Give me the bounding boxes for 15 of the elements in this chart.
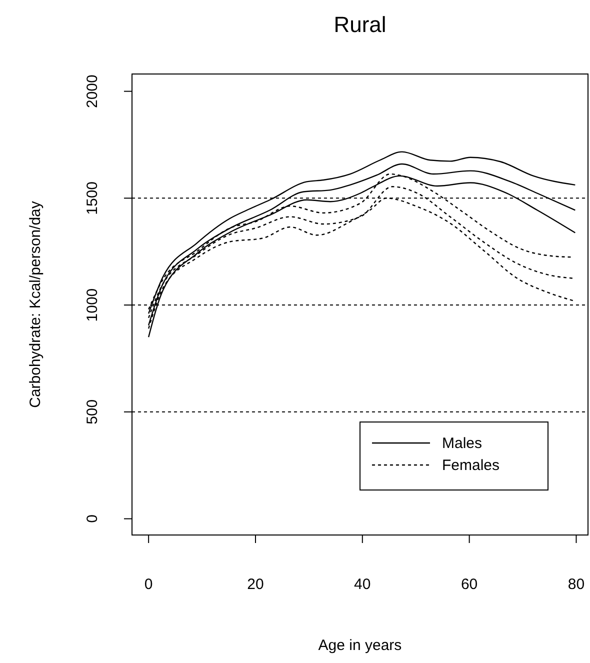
- y-tick-label: 1500: [84, 181, 101, 215]
- x-axis-title: Age in years: [318, 637, 402, 654]
- y-axis-title: Carbohydrate: Kcal/person/day: [27, 200, 44, 408]
- chart-title: Rural: [334, 12, 386, 37]
- x-tick-label: 80: [568, 576, 585, 593]
- legend-label: Females: [442, 457, 500, 474]
- legend-label: Males: [442, 435, 482, 452]
- y-tick-label: 1000: [84, 288, 101, 322]
- y-tick-label: 2000: [84, 74, 101, 108]
- x-tick-label: 60: [460, 576, 478, 593]
- y-tick-label: 500: [84, 399, 101, 424]
- x-tick-label: 40: [354, 576, 371, 593]
- y-tick-label: 0: [84, 514, 101, 523]
- x-tick-label: 20: [247, 576, 264, 593]
- x-tick-label: 0: [144, 576, 153, 593]
